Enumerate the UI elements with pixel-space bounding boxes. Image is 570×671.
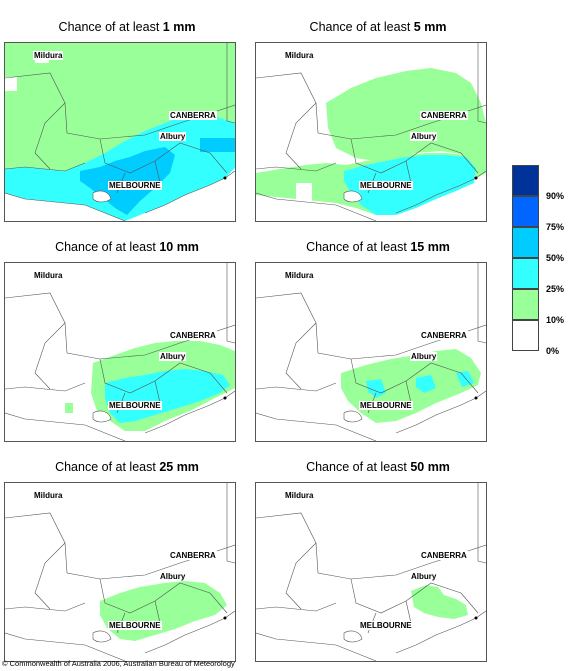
panel-title: Chance of at least 25 mm — [4, 460, 250, 474]
legend-label-10: 10% — [546, 315, 565, 325]
title-prefix: Chance of at least — [306, 240, 411, 254]
title-prefix: Chance of at least — [55, 460, 160, 474]
place-mildura: Mildura — [284, 271, 315, 280]
title-prefix: Chance of at least — [309, 20, 414, 34]
threshold-label: 15 mm — [410, 240, 450, 254]
probability-map: Mildura CANBERRA Albury MELBOURNE — [255, 262, 487, 442]
legend-swatch-0 — [512, 320, 539, 351]
place-albury: Albury — [410, 352, 438, 361]
place-mildura: Mildura — [33, 51, 64, 60]
legend-label-0: 0% — [546, 346, 560, 356]
threshold-label: 5 mm — [413, 20, 447, 34]
place-canberra: CANBERRA — [420, 551, 468, 560]
place-mildura: Mildura — [33, 491, 64, 500]
threshold-label: 50 mm — [410, 460, 450, 474]
place-canberra: CANBERRA — [420, 331, 468, 340]
legend-label-75: 75% — [546, 222, 565, 232]
place-canberra: CANBERRA — [169, 331, 217, 340]
place-melbourne: MELBOURNE — [359, 181, 413, 190]
panel-title: Chance of at least 5 mm — [255, 20, 501, 34]
panel-title: Chance of at least 50 mm — [255, 460, 501, 474]
place-mildura: Mildura — [284, 51, 315, 60]
panel-title: Chance of at least 1 mm — [4, 20, 250, 34]
probability-map: Mildura CANBERRA Albury MELBOURNE — [255, 42, 487, 222]
place-melbourne: MELBOURNE — [108, 181, 162, 190]
threshold-label: 1 mm — [162, 20, 196, 34]
legend-label-50: 50% — [546, 253, 565, 263]
place-canberra: CANBERRA — [169, 111, 217, 120]
probability-map: Mildura CANBERRA Albury MELBOURNE — [4, 482, 236, 662]
copyright-notice: © Commonwealth of Australia 2006, Austra… — [2, 659, 235, 668]
panel-title: Chance of at least 15 mm — [255, 240, 501, 254]
legend-swatch-75 — [512, 196, 539, 227]
title-prefix: Chance of at least — [306, 460, 411, 474]
place-mildura: Mildura — [33, 271, 64, 280]
place-canberra: CANBERRA — [420, 111, 468, 120]
place-melbourne: MELBOURNE — [108, 621, 162, 630]
title-prefix: Chance of at least — [55, 240, 160, 254]
legend-swatch-50 — [512, 227, 539, 258]
title-prefix: Chance of at least — [58, 20, 163, 34]
legend-swatch-25 — [512, 258, 539, 289]
legend-swatch-10 — [512, 289, 539, 320]
place-melbourne: MELBOURNE — [108, 401, 162, 410]
threshold-label: 25 mm — [159, 460, 199, 474]
threshold-label: 10 mm — [159, 240, 199, 254]
legend-swatch-90 — [512, 165, 539, 196]
place-albury: Albury — [159, 352, 187, 361]
place-albury: Albury — [159, 132, 187, 141]
probability-map: Mildura CANBERRA Albury MELBOURNE — [4, 42, 236, 222]
place-albury: Albury — [410, 132, 438, 141]
probability-map: Mildura CANBERRA Albury MELBOURNE — [255, 482, 487, 662]
place-melbourne: MELBOURNE — [359, 401, 413, 410]
legend-label-90: 90% — [546, 191, 565, 201]
place-melbourne: MELBOURNE — [359, 621, 413, 630]
place-canberra: CANBERRA — [169, 551, 217, 560]
panel-title: Chance of at least 10 mm — [4, 240, 250, 254]
place-mildura: Mildura — [284, 491, 315, 500]
place-albury: Albury — [410, 572, 438, 581]
probability-map: Mildura CANBERRA Albury MELBOURNE — [4, 262, 236, 442]
legend-label-25: 25% — [546, 284, 565, 294]
place-albury: Albury — [159, 572, 187, 581]
